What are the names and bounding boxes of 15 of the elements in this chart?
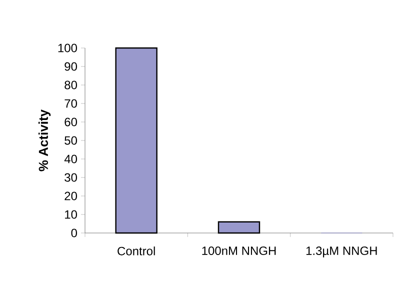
y-tick-label: 60 xyxy=(64,118,78,126)
y-axis-title: % Activity xyxy=(38,110,51,172)
y-tick-label: 30 xyxy=(64,173,78,182)
x-tick-label: 100nM NNGH xyxy=(202,246,276,256)
x-tick-label: 1.3µM NNGH xyxy=(306,246,377,258)
y-tick-label: 40 xyxy=(64,154,78,164)
y-tick-label: 50 xyxy=(64,136,78,145)
y-tick-label: 20 xyxy=(64,192,78,200)
y-tick-label: 0 xyxy=(71,228,78,238)
y-tick-label: 10 xyxy=(65,210,78,219)
y-tick-label: 90 xyxy=(64,62,78,71)
y-tick-label: 100 xyxy=(58,44,78,52)
y-tick-label: 80 xyxy=(64,80,78,90)
y-tick-label: 70 xyxy=(64,99,78,108)
x-tick-label: Control xyxy=(118,246,155,256)
